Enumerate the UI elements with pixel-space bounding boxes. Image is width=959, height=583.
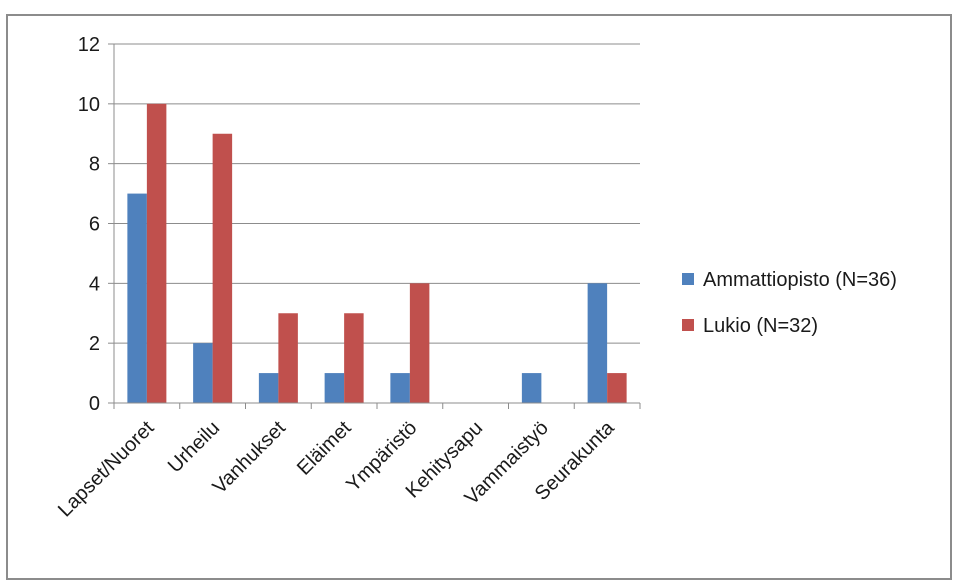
bar-lukio xyxy=(212,133,233,403)
legend: Ammattiopisto (N=36) Lukio (N=32) xyxy=(682,269,897,337)
y-tick-label: 2 xyxy=(89,333,100,355)
bar-ammattiopisto xyxy=(587,283,608,403)
bar-lukio xyxy=(146,103,167,403)
bar-ammattiopisto xyxy=(324,373,345,403)
bar-ammattiopisto xyxy=(521,373,542,403)
y-tick-label: 10 xyxy=(78,94,100,116)
y-tick-label: 6 xyxy=(89,214,100,236)
legend-label: Ammattiopisto (N=36) xyxy=(703,269,897,291)
legend-swatch xyxy=(682,319,694,331)
y-tick-label: 4 xyxy=(89,273,100,295)
y-tick-label: 8 xyxy=(89,154,100,176)
gridlines xyxy=(114,43,640,344)
bar-ammattiopisto xyxy=(193,343,213,403)
bar-lukio xyxy=(607,373,627,403)
legend-label: Lukio (N=32) xyxy=(703,315,818,337)
legend-swatch xyxy=(682,273,694,285)
x-tick-label: Urheilu xyxy=(164,417,224,477)
bar-lukio xyxy=(409,283,430,403)
x-tick-label: Eläimet xyxy=(293,417,356,480)
bars xyxy=(127,103,627,403)
x-tick-label: Vanhukset xyxy=(209,417,291,499)
bar-ammattiopisto xyxy=(127,193,147,403)
bar-ammattiopisto xyxy=(258,373,279,403)
x-tick-label: Lapset/Nuoret xyxy=(54,417,159,522)
y-tick-label: 12 xyxy=(78,34,100,56)
bar-lukio xyxy=(344,313,364,403)
bar-lukio xyxy=(278,313,298,403)
y-tick-label: 0 xyxy=(89,393,100,415)
bar-ammattiopisto xyxy=(390,373,410,403)
